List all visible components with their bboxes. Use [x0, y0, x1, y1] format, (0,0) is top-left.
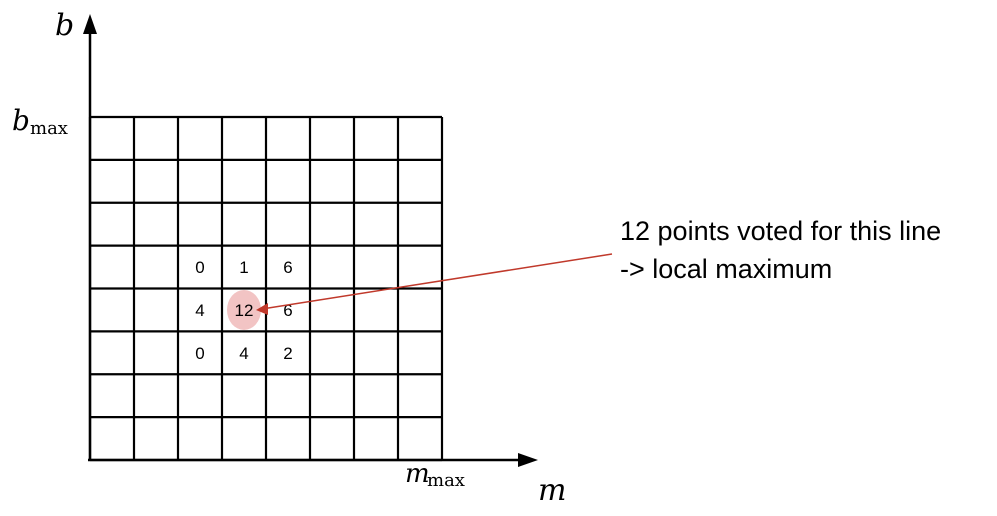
cell-value-maximum: 12	[235, 301, 254, 320]
cell-value: 0	[195, 258, 204, 277]
x-axis-arrowhead	[518, 453, 538, 467]
cell-value: 0	[195, 344, 204, 363]
annotation-line-2: -> local maximum	[620, 254, 832, 284]
cell-value: 4	[239, 344, 248, 363]
annotation-arrowhead	[256, 303, 268, 315]
cell-values: 0 1 6 4 12 6 0 4 2	[195, 258, 292, 363]
cell-value: 4	[195, 301, 204, 320]
annotation-arrow	[261, 253, 613, 310]
y-max-subscript: max	[30, 118, 68, 139]
cell-value: 6	[283, 258, 292, 277]
annotation-line-1: 12 points voted for this line	[620, 216, 941, 246]
x-axis-label: m	[538, 473, 566, 508]
cell-value: 2	[283, 344, 292, 363]
cell-value: 6	[283, 301, 292, 320]
y-max-label: b	[12, 104, 30, 137]
x-max-subscript: max	[427, 470, 465, 491]
y-axis-arrowhead	[83, 14, 97, 34]
x-max-label: m	[405, 459, 430, 489]
cell-value: 1	[239, 258, 248, 277]
y-axis-label: b	[55, 8, 74, 43]
local-maximum-highlight	[227, 289, 261, 330]
